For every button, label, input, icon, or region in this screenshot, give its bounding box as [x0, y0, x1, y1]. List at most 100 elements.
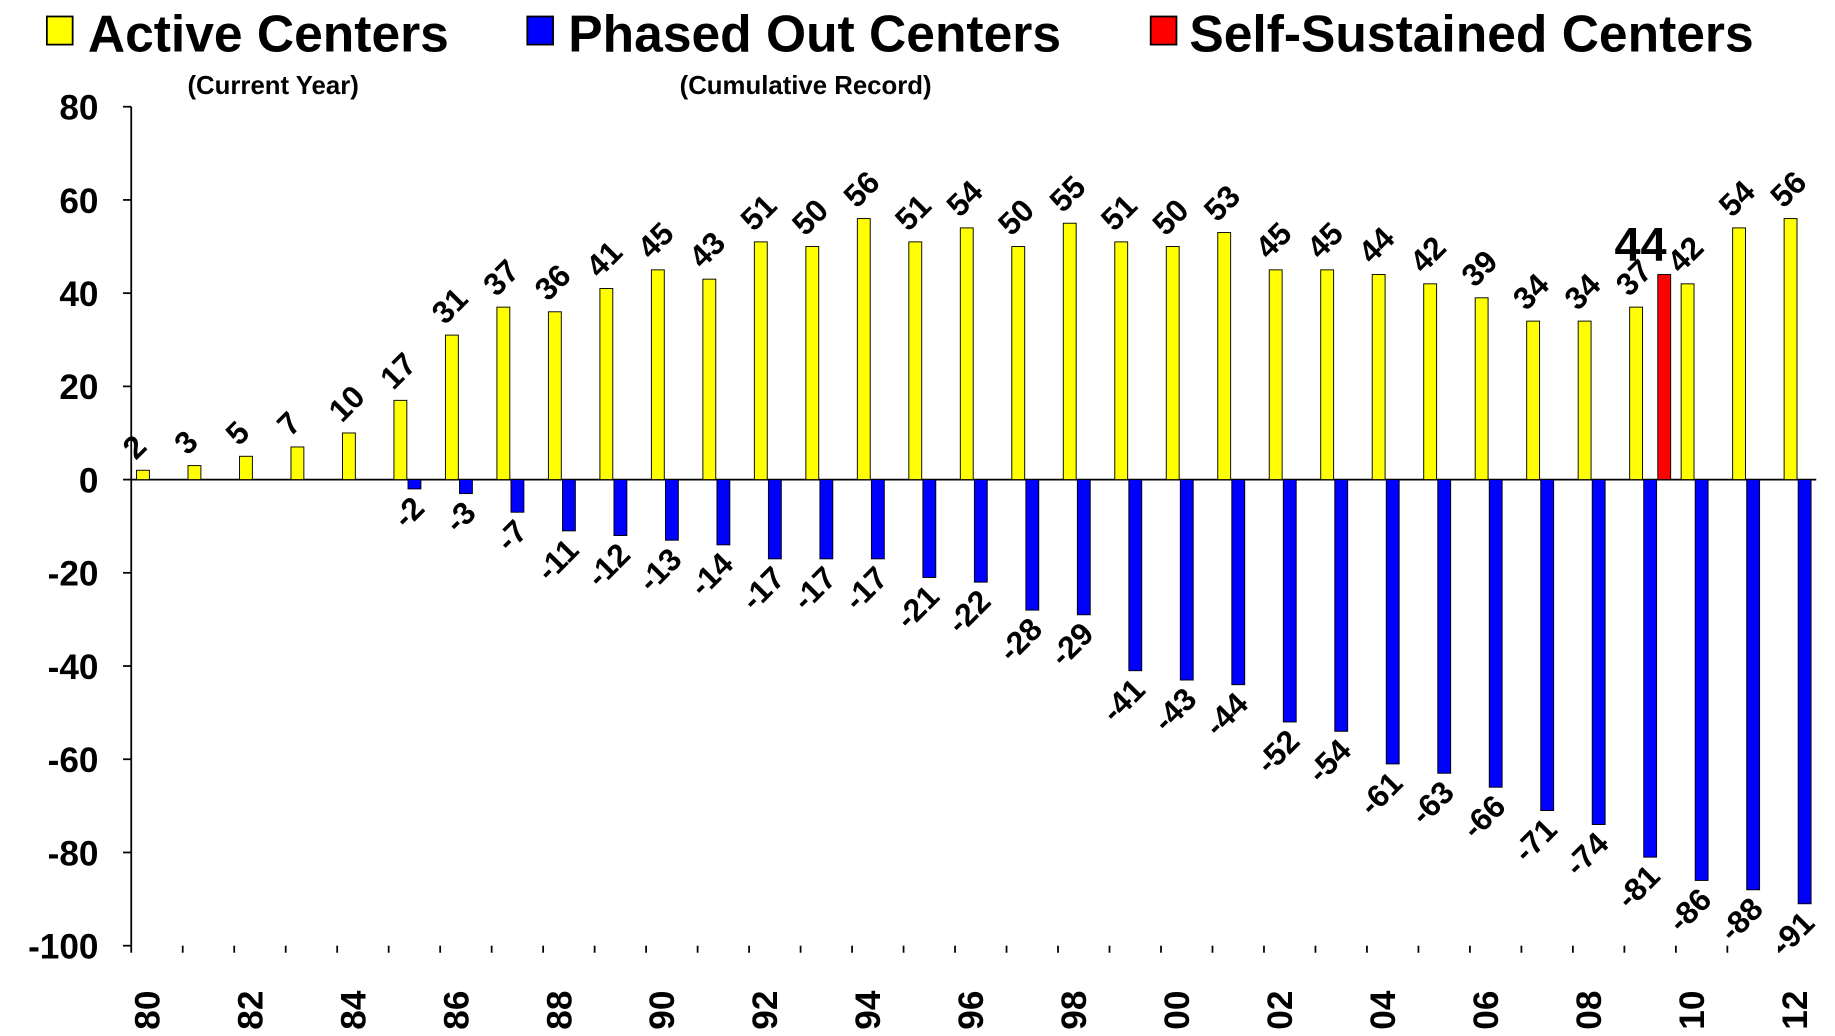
value-label: 41 — [579, 234, 629, 284]
legend-swatch — [526, 15, 554, 46]
legend-label: Self-Sustained Centers — [1189, 5, 1753, 63]
bar — [1629, 306, 1644, 481]
bar — [1694, 479, 1709, 881]
x-tick-label: 00 — [1158, 991, 1197, 1030]
value-label: -21 — [888, 578, 946, 636]
value-label: 50 — [991, 192, 1041, 242]
x-tick-label: 94 — [849, 990, 888, 1030]
value-label: 50 — [1145, 192, 1195, 242]
value-label: -81 — [1609, 858, 1667, 916]
bar — [613, 479, 628, 536]
bar — [393, 399, 408, 481]
x-tick-label: 08 — [1570, 991, 1609, 1030]
y-tick-label: -40 — [48, 648, 99, 687]
value-label: 56 — [1763, 164, 1813, 214]
value-label: -61 — [1352, 765, 1410, 823]
value-label: 42 — [1403, 229, 1453, 279]
value-label: 51 — [733, 187, 783, 237]
value-label: -91 — [1764, 904, 1822, 962]
value-label: 7 — [270, 405, 308, 443]
legend-note: (Cumulative Record) — [680, 72, 932, 100]
value-label: 3 — [167, 423, 205, 461]
bar — [407, 479, 422, 490]
legend-label: Phased Out Centers — [568, 5, 1061, 63]
bar — [290, 446, 305, 481]
y-tick-label: -100 — [28, 928, 98, 967]
y-tick-label: -80 — [48, 834, 99, 873]
bar — [1371, 274, 1386, 481]
bar — [1423, 283, 1438, 481]
bar — [922, 479, 937, 578]
bar — [1488, 479, 1503, 788]
value-label: -14 — [682, 545, 740, 603]
bar — [1746, 479, 1761, 891]
bar — [1680, 283, 1695, 481]
bar — [1540, 479, 1555, 811]
value-label: -44 — [1197, 685, 1255, 743]
y-tick-label: -60 — [48, 741, 99, 780]
bar — [973, 479, 988, 583]
value-label: 34 — [1557, 266, 1608, 317]
value-label: 54 — [939, 173, 990, 224]
x-tick-label: 06 — [1467, 991, 1506, 1030]
bar — [1657, 274, 1672, 481]
legend-note: (Current Year) — [187, 72, 358, 100]
bar — [805, 246, 820, 481]
bar — [459, 479, 473, 495]
y-tick-label: 60 — [59, 182, 98, 221]
value-label: -11 — [529, 531, 586, 588]
bar — [341, 432, 356, 481]
bar — [1577, 320, 1592, 481]
value-label: 53 — [1197, 178, 1247, 228]
value-label: -17 — [837, 559, 895, 617]
bar — [1231, 479, 1246, 686]
value-label: 17 — [373, 346, 423, 396]
bar — [870, 479, 885, 560]
x-tick-label: 10 — [1673, 991, 1712, 1030]
value-label: -17 — [734, 559, 792, 617]
value-label: 31 — [424, 280, 474, 330]
bar — [1732, 227, 1746, 481]
bar — [753, 241, 768, 481]
value-label: -66 — [1455, 788, 1513, 846]
value-label: -3 — [437, 494, 482, 539]
value-label: -63 — [1403, 774, 1461, 832]
bar — [1268, 269, 1283, 481]
bar — [767, 479, 782, 560]
value-label: 44 — [1351, 219, 1402, 270]
value-label: -54 — [1300, 732, 1358, 790]
bar — [1076, 479, 1091, 616]
bar — [1282, 479, 1297, 723]
value-label: 10 — [321, 378, 371, 428]
value-label: -52 — [1249, 723, 1307, 781]
value-label: 51 — [1094, 187, 1144, 237]
x-tick-label: 92 — [746, 991, 785, 1030]
value-label: -88 — [1712, 890, 1770, 948]
value-label: 34 — [1506, 266, 1557, 317]
value-label: 50 — [785, 192, 835, 242]
value-label: 45 — [630, 215, 680, 265]
legend-label: Active Centers — [88, 5, 449, 63]
value-label: 42 — [1660, 229, 1710, 279]
legend-swatch — [45, 15, 74, 46]
bar — [187, 465, 202, 481]
bar — [1011, 246, 1026, 481]
x-tick-label: 04 — [1364, 990, 1403, 1030]
bar — [1591, 479, 1606, 825]
y-tick-label: 0 — [79, 461, 99, 500]
value-label: -71 — [1506, 811, 1564, 869]
value-label: -41 — [1094, 671, 1152, 729]
value-label: -74 — [1558, 825, 1616, 883]
x-tick-label: 98 — [1055, 991, 1094, 1030]
value-label: 43 — [682, 224, 732, 274]
value-label: 39 — [1454, 243, 1504, 293]
bar — [1179, 479, 1194, 681]
value-label: 56 — [836, 164, 886, 214]
bar — [1437, 479, 1452, 774]
bar — [1128, 479, 1143, 672]
x-tick-label: 12 — [1776, 991, 1815, 1030]
bar — [1783, 218, 1798, 481]
value-label: -17 — [785, 559, 843, 617]
bar — [908, 241, 923, 481]
bar — [510, 479, 525, 513]
